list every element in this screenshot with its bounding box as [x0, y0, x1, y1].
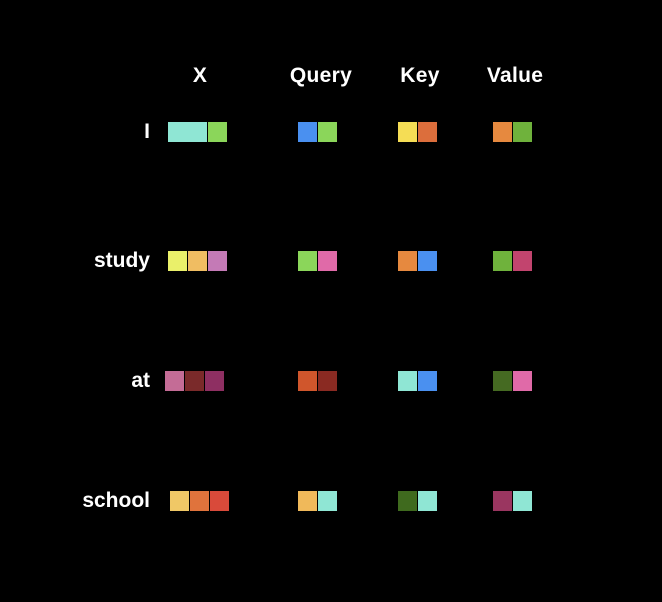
- x-vector-cell: [185, 371, 204, 391]
- key-vector-cell: [418, 122, 437, 142]
- query-vector-cell: [298, 251, 317, 271]
- x-vector-cell: [210, 491, 229, 511]
- query-vector: [298, 122, 337, 142]
- x-vector-cell: [208, 122, 227, 142]
- key-vector: [398, 371, 437, 391]
- header-query: Query: [289, 64, 353, 87]
- token-word: at: [131, 369, 150, 392]
- query-vector-cell: [298, 371, 317, 391]
- key-vector-cell: [418, 371, 437, 391]
- query-vector-cell: [318, 371, 337, 391]
- x-vector-cell: [188, 251, 207, 271]
- token-word: study: [93, 249, 150, 272]
- x-vector-cell: [170, 491, 189, 511]
- key-vector-cell: [418, 491, 437, 511]
- x-vector: [168, 122, 227, 142]
- value-vector-cell: [493, 251, 512, 271]
- query-vector-cell: [318, 491, 337, 511]
- query-vector: [298, 371, 337, 391]
- value-vector: [493, 122, 532, 142]
- key-vector-cell: [398, 371, 417, 391]
- query-vector-cell: [318, 251, 337, 271]
- value-vector-cell: [513, 491, 532, 511]
- value-vector-cell: [513, 122, 532, 142]
- value-vector-cell: [493, 491, 512, 511]
- key-vector-cell: [398, 251, 417, 271]
- value-vector: [493, 251, 532, 271]
- token-row: at: [0, 369, 662, 393]
- x-vector-cell: [190, 491, 209, 511]
- x-vector: [168, 251, 227, 271]
- value-vector-cell: [513, 371, 532, 391]
- x-vector-cell: [168, 122, 207, 142]
- header-key: Key: [400, 64, 440, 87]
- token-row: study: [0, 249, 662, 273]
- value-vector: [493, 491, 532, 511]
- query-vector-cell: [318, 122, 337, 142]
- header-x: X: [192, 64, 208, 87]
- x-vector: [170, 491, 229, 511]
- x-vector-cell: [208, 251, 227, 271]
- value-vector-cell: [513, 251, 532, 271]
- key-vector-cell: [398, 122, 417, 142]
- x-vector: [165, 371, 224, 391]
- token-row: I: [0, 120, 662, 144]
- header-value: Value: [486, 64, 544, 87]
- token-word: school: [82, 489, 150, 512]
- key-vector: [398, 491, 437, 511]
- token-word: I: [144, 120, 150, 143]
- key-vector-cell: [398, 491, 417, 511]
- x-vector-cell: [168, 251, 187, 271]
- x-vector-cell: [205, 371, 224, 391]
- value-vector: [493, 371, 532, 391]
- value-vector-cell: [493, 122, 512, 142]
- token-row: school: [0, 489, 662, 513]
- query-vector-cell: [298, 491, 317, 511]
- query-vector: [298, 251, 337, 271]
- key-vector-cell: [418, 251, 437, 271]
- query-vector-cell: [298, 122, 317, 142]
- value-vector-cell: [493, 371, 512, 391]
- key-vector: [398, 122, 437, 142]
- x-vector-cell: [165, 371, 184, 391]
- key-vector: [398, 251, 437, 271]
- query-vector: [298, 491, 337, 511]
